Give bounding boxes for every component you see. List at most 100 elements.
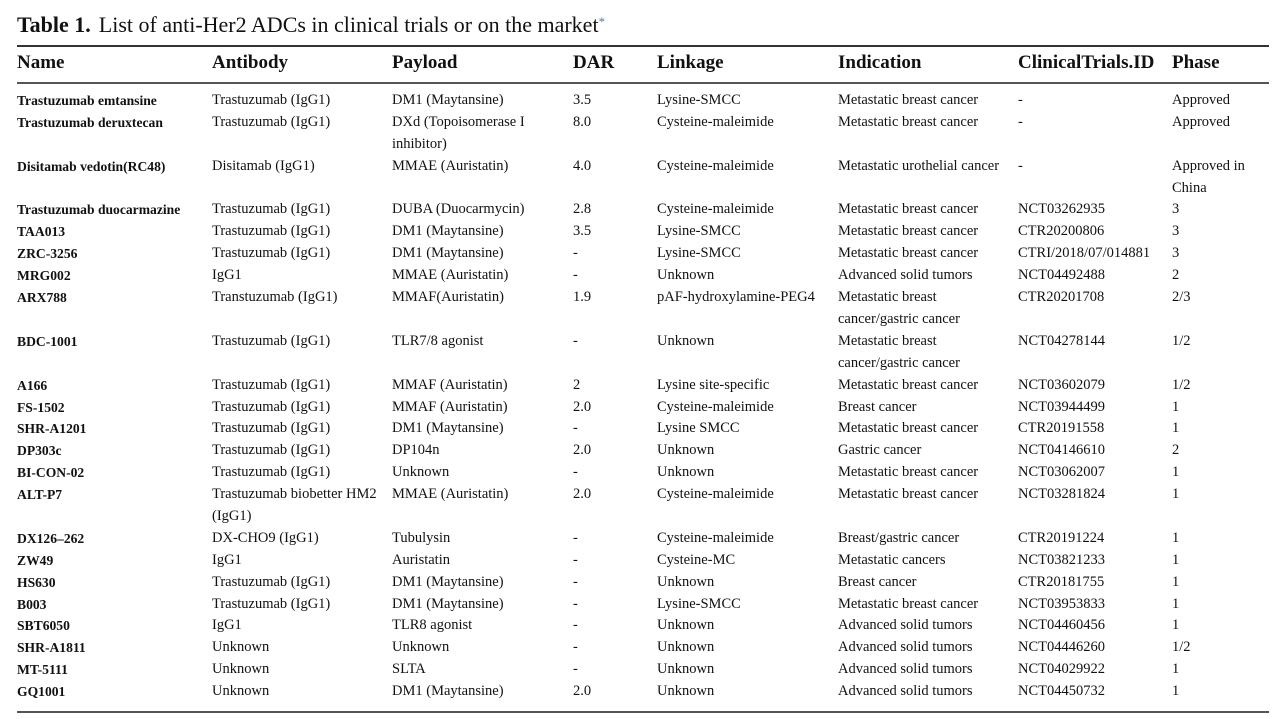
cell-indication: Advanced solid tumors [838,267,973,284]
cell-name: BDC-1001 [17,333,78,349]
cell-linkage: Lysine SMCC [657,420,740,437]
cell-antibody: Disitamab (IgG1) [212,157,315,174]
cell-indication: Advanced solid tumors [838,683,973,700]
cell-name: B003 [17,596,47,612]
cell-name: ZRC-3256 [17,246,78,262]
cell-clinicaltrials-id: - [1018,157,1023,174]
cell-linkage: Unknown [657,442,715,459]
cell-linkage: Cysteine-maleimide [657,529,774,546]
top-rule [17,45,1269,47]
table-row: A166 Trastuzumab (IgG1) MMAF (Auristatin) 2… [0,375,1280,397]
cell-antibody: Trastuzumab (IgG1) [212,420,331,437]
cell-antibody: Trastuzumab (IgG1) [212,245,331,262]
cell-clinicaltrials-id: NCT04146610 [1018,442,1105,459]
cell-name: GQ1001 [17,684,66,700]
cell-phase: 1/2 [1172,639,1191,656]
cell-antibody: Trastuzumab (IgG1) [212,113,331,130]
cell-indication: Metastatic breast cancer/gastric cancer [838,289,960,327]
cell-clinicaltrials-id: NCT04450732 [1018,683,1105,700]
cell-phase: 1 [1172,420,1180,437]
cell-indication: Metastatic breast cancer [838,223,979,240]
cell-phase: 1 [1172,551,1180,568]
cell-phase: 1 [1172,464,1180,481]
header-indication: Indication [838,52,922,73]
cell-name: SBT6050 [17,618,70,634]
cell-payload: MMAF(Auristatin) [392,289,504,306]
cell-payload: MMAF (Auristatin) [392,398,508,415]
cell-name: ALT-P7 [17,487,63,503]
cell-payload: DP104n [392,442,440,459]
cell-clinicaltrials-id: NCT03262935 [1018,201,1105,218]
cell-payload: DM1 (Maytansine) [392,595,504,612]
cell-name: BI-CON-02 [17,465,85,481]
cell-linkage: pAF-hydroxylamine-PEG4 [657,289,815,306]
table-row: Disitamab vedotin(RC48) Disitamab (IgG1) M… [0,156,1280,200]
cell-phase: 1 [1172,661,1180,678]
cell-payload: MMAE (Auristatin) [392,157,509,174]
cell-clinicaltrials-id: NCT04460456 [1018,617,1105,634]
cell-clinicaltrials-id: NCT04278144 [1018,332,1105,349]
cell-indication: Metastatic breast cancer [838,113,979,130]
cell-linkage: Lysine-SMCC [657,223,741,240]
cell-name: SHR-A1201 [17,421,87,437]
cell-payload: DM1 (Maytansine) [392,420,504,437]
cell-dar: - [573,551,578,568]
cell-clinicaltrials-id: - [1018,92,1023,108]
cell-indication: Metastatic breast cancer/gastric cancer [838,332,960,371]
table-row: BI-CON-02 Trastuzumab (IgG1) Unknown - Unkno… [0,462,1280,484]
cell-linkage: Lysine-SMCC [657,245,741,262]
table-row: ARX788 Transtuzumab (IgG1) MMAF(Auristatin… [0,287,1280,331]
cell-phase: 3 [1172,245,1180,262]
cell-name: MT-5111 [17,662,68,678]
cell-dar: - [573,595,578,612]
cell-name: DX126–262 [17,530,85,546]
cell-dar: 2.0 [573,442,592,459]
cell-indication: Gastric cancer [838,442,922,459]
header-rule [17,82,1269,84]
cell-antibody: Trastuzumab biobetter HM2 (IgG1) [212,486,377,524]
cell-linkage: Cysteine-maleimide [657,486,774,503]
table-caption: Table 1. List of anti-Her2 ADCs in clinic… [17,12,605,38]
cell-antibody: Trastuzumab (IgG1) [212,442,331,459]
cell-antibody: IgG1 [212,551,242,568]
cell-dar: - [573,267,578,284]
cell-payload: DUBA (Duocarmycin) [392,201,525,218]
cell-indication: Metastatic urothelial cancer [838,157,1000,174]
cell-indication: Metastatic breast cancer [838,245,979,262]
cell-antibody: Trastuzumab (IgG1) [212,92,331,108]
cell-antibody: IgG1 [212,617,242,634]
cell-antibody: Trastuzumab (IgG1) [212,332,331,349]
cell-antibody: Trastuzumab (IgG1) [212,398,331,415]
table-title: List of anti-Her2 ADCs in clinical trial… [98,12,599,37]
cell-indication: Breast cancer [838,573,917,590]
footnote-mark: * [598,14,606,29]
bottom-rule [17,711,1269,713]
cell-linkage: Cysteine-maleimide [657,113,774,130]
cell-dar: - [573,245,578,262]
cell-phase: Approved in China [1172,157,1245,196]
cell-name: DP303c [17,443,62,459]
cell-linkage: Cysteine-maleimide [657,398,774,415]
table-row: HS630 Trastuzumab (IgG1) DM1 (Maytansine) -… [0,572,1280,594]
cell-clinicaltrials-id: NCT03944499 [1018,398,1105,415]
cell-linkage: Unknown [657,464,715,481]
cell-name: ZW49 [17,552,54,568]
cell-indication: Breast cancer [838,398,917,415]
cell-phase: 1/2 [1172,332,1191,349]
table-row: TAA013 Trastuzumab (IgG1) DM1 (Maytansine)… [0,221,1280,243]
table-row: MRG002 IgG1 MMAE (Auristatin) - Unknown Advan… [0,265,1280,287]
cell-phase: 1 [1172,595,1180,612]
cell-dar: 4.0 [573,157,592,174]
cell-clinicaltrials-id: CTR20200806 [1018,223,1105,240]
cell-payload: TLR8 agonist [392,617,473,634]
cell-phase: 1 [1172,398,1180,415]
cell-clinicaltrials-id: CTR20191224 [1018,529,1105,546]
cell-payload: TLR7/8 agonist [392,332,484,349]
cell-payload: Unknown [392,464,450,481]
cell-linkage: Unknown [657,639,715,656]
cell-clinicaltrials-id: NCT04492488 [1018,267,1105,284]
cell-indication: Breast/gastric cancer [838,529,960,546]
header-dar: DAR [573,52,615,73]
cell-linkage: Unknown [657,683,715,700]
cell-clinicaltrials-id: NCT04029922 [1018,661,1105,678]
